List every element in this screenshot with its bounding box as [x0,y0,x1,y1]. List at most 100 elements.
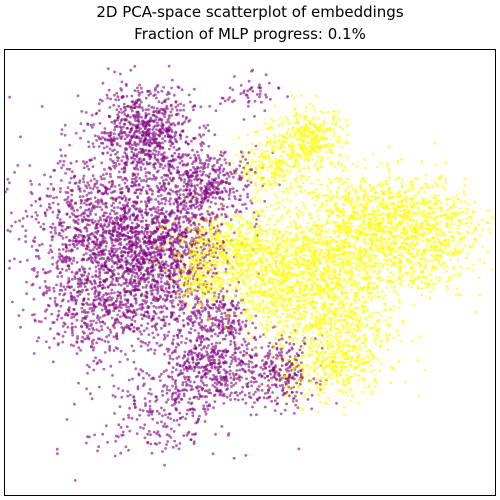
scatter-point [208,306,212,310]
scatter-point [146,138,150,142]
scatter-point [88,223,91,227]
scatter-point [173,151,177,155]
scatter-point [191,361,195,364]
scatter-point [155,96,158,100]
scatter-point [190,197,194,201]
scatter-point [61,334,65,338]
scatter-point [253,377,257,381]
scatter-point [224,267,228,271]
scatter-point [132,326,136,329]
scatter-point [126,247,130,251]
scatter-point [77,289,81,293]
scatter-point [185,337,188,341]
scatter-point [64,171,67,175]
scatter-point [199,189,203,192]
scatter-point [110,288,114,292]
scatter-point [252,211,256,214]
scatter-point [223,186,226,190]
scatter-point [225,395,229,399]
scatter-point [160,235,164,239]
scatter-point [198,133,201,137]
scatter-point [211,384,215,387]
scatter-point [148,171,152,175]
scatter-point [77,285,80,289]
scatter-point [150,105,154,109]
scatter-point [44,340,48,343]
scatter-point [174,137,177,141]
scatter-point [200,148,204,152]
scatter-point [75,298,78,302]
scatter-point [224,317,228,321]
scatter-point [165,315,169,319]
scatter-point [153,285,157,289]
scatter-point [141,409,145,412]
scatter-point [174,131,178,135]
scatter-point [108,344,112,348]
scatter-point [116,159,120,163]
scatter-point [225,171,229,175]
scatter-point [237,362,241,366]
scatter-point [94,200,98,204]
scatter-point [170,404,174,407]
scatter-point [150,246,154,250]
scatter-point [111,138,115,142]
scatter-point [231,304,235,307]
scatter-point [105,278,108,282]
scatter-point [89,197,92,201]
scatter-point [112,323,116,327]
scatter-point [134,288,138,292]
scatter-point [57,248,61,252]
scatter-point [112,349,116,352]
scatter-point [74,237,78,241]
scatter-point [249,370,253,374]
scatter-point [151,189,155,193]
scatter-point [165,178,168,182]
scatter-point [60,128,64,132]
scatter-point [250,356,254,360]
scatter-point [220,191,224,194]
scatter-point [131,377,134,381]
scatter-point [149,116,153,120]
scatter-point [50,250,54,254]
scatter-point [190,174,194,178]
scatter-point [160,406,163,410]
scatter-point [91,348,95,352]
scatter-point [137,230,141,234]
scatter-point [130,109,134,113]
scatter-point [134,154,138,158]
scatter-point [132,271,136,275]
scatter-point [121,273,125,276]
scatter-point [86,324,89,328]
scatter-point [272,368,275,372]
scatter-point [177,314,181,318]
scatter-point [83,189,86,193]
chart-title-block: 2D PCA-space scatterplot of embeddings F… [0,0,500,45]
scatter-point [213,318,217,322]
scatter-point [244,325,248,328]
scatter-point [222,173,226,177]
scatter-point [94,213,98,216]
scatter-point [108,220,112,224]
scatter-point [24,229,28,233]
scatter-point [62,221,66,224]
scatter-point [240,171,244,174]
scatter-point [178,442,182,445]
scatter-point [178,197,182,200]
scatter-point [166,374,170,378]
scatter-point [135,244,138,247]
scatter-point [214,306,218,309]
scatter-point [52,196,55,200]
scatter-point [97,261,101,264]
scatter-point [226,349,229,353]
scatter-point [131,156,134,160]
scatter-point [242,362,245,365]
scatter-point [145,253,148,257]
scatter-point [203,410,207,413]
scatter-point [87,272,91,276]
scatter-point [119,283,123,287]
scatter-point [163,173,166,177]
scatter-point [88,279,92,283]
scatter-point [152,240,155,244]
scatter-point [87,297,90,301]
scatter-point [275,402,279,406]
